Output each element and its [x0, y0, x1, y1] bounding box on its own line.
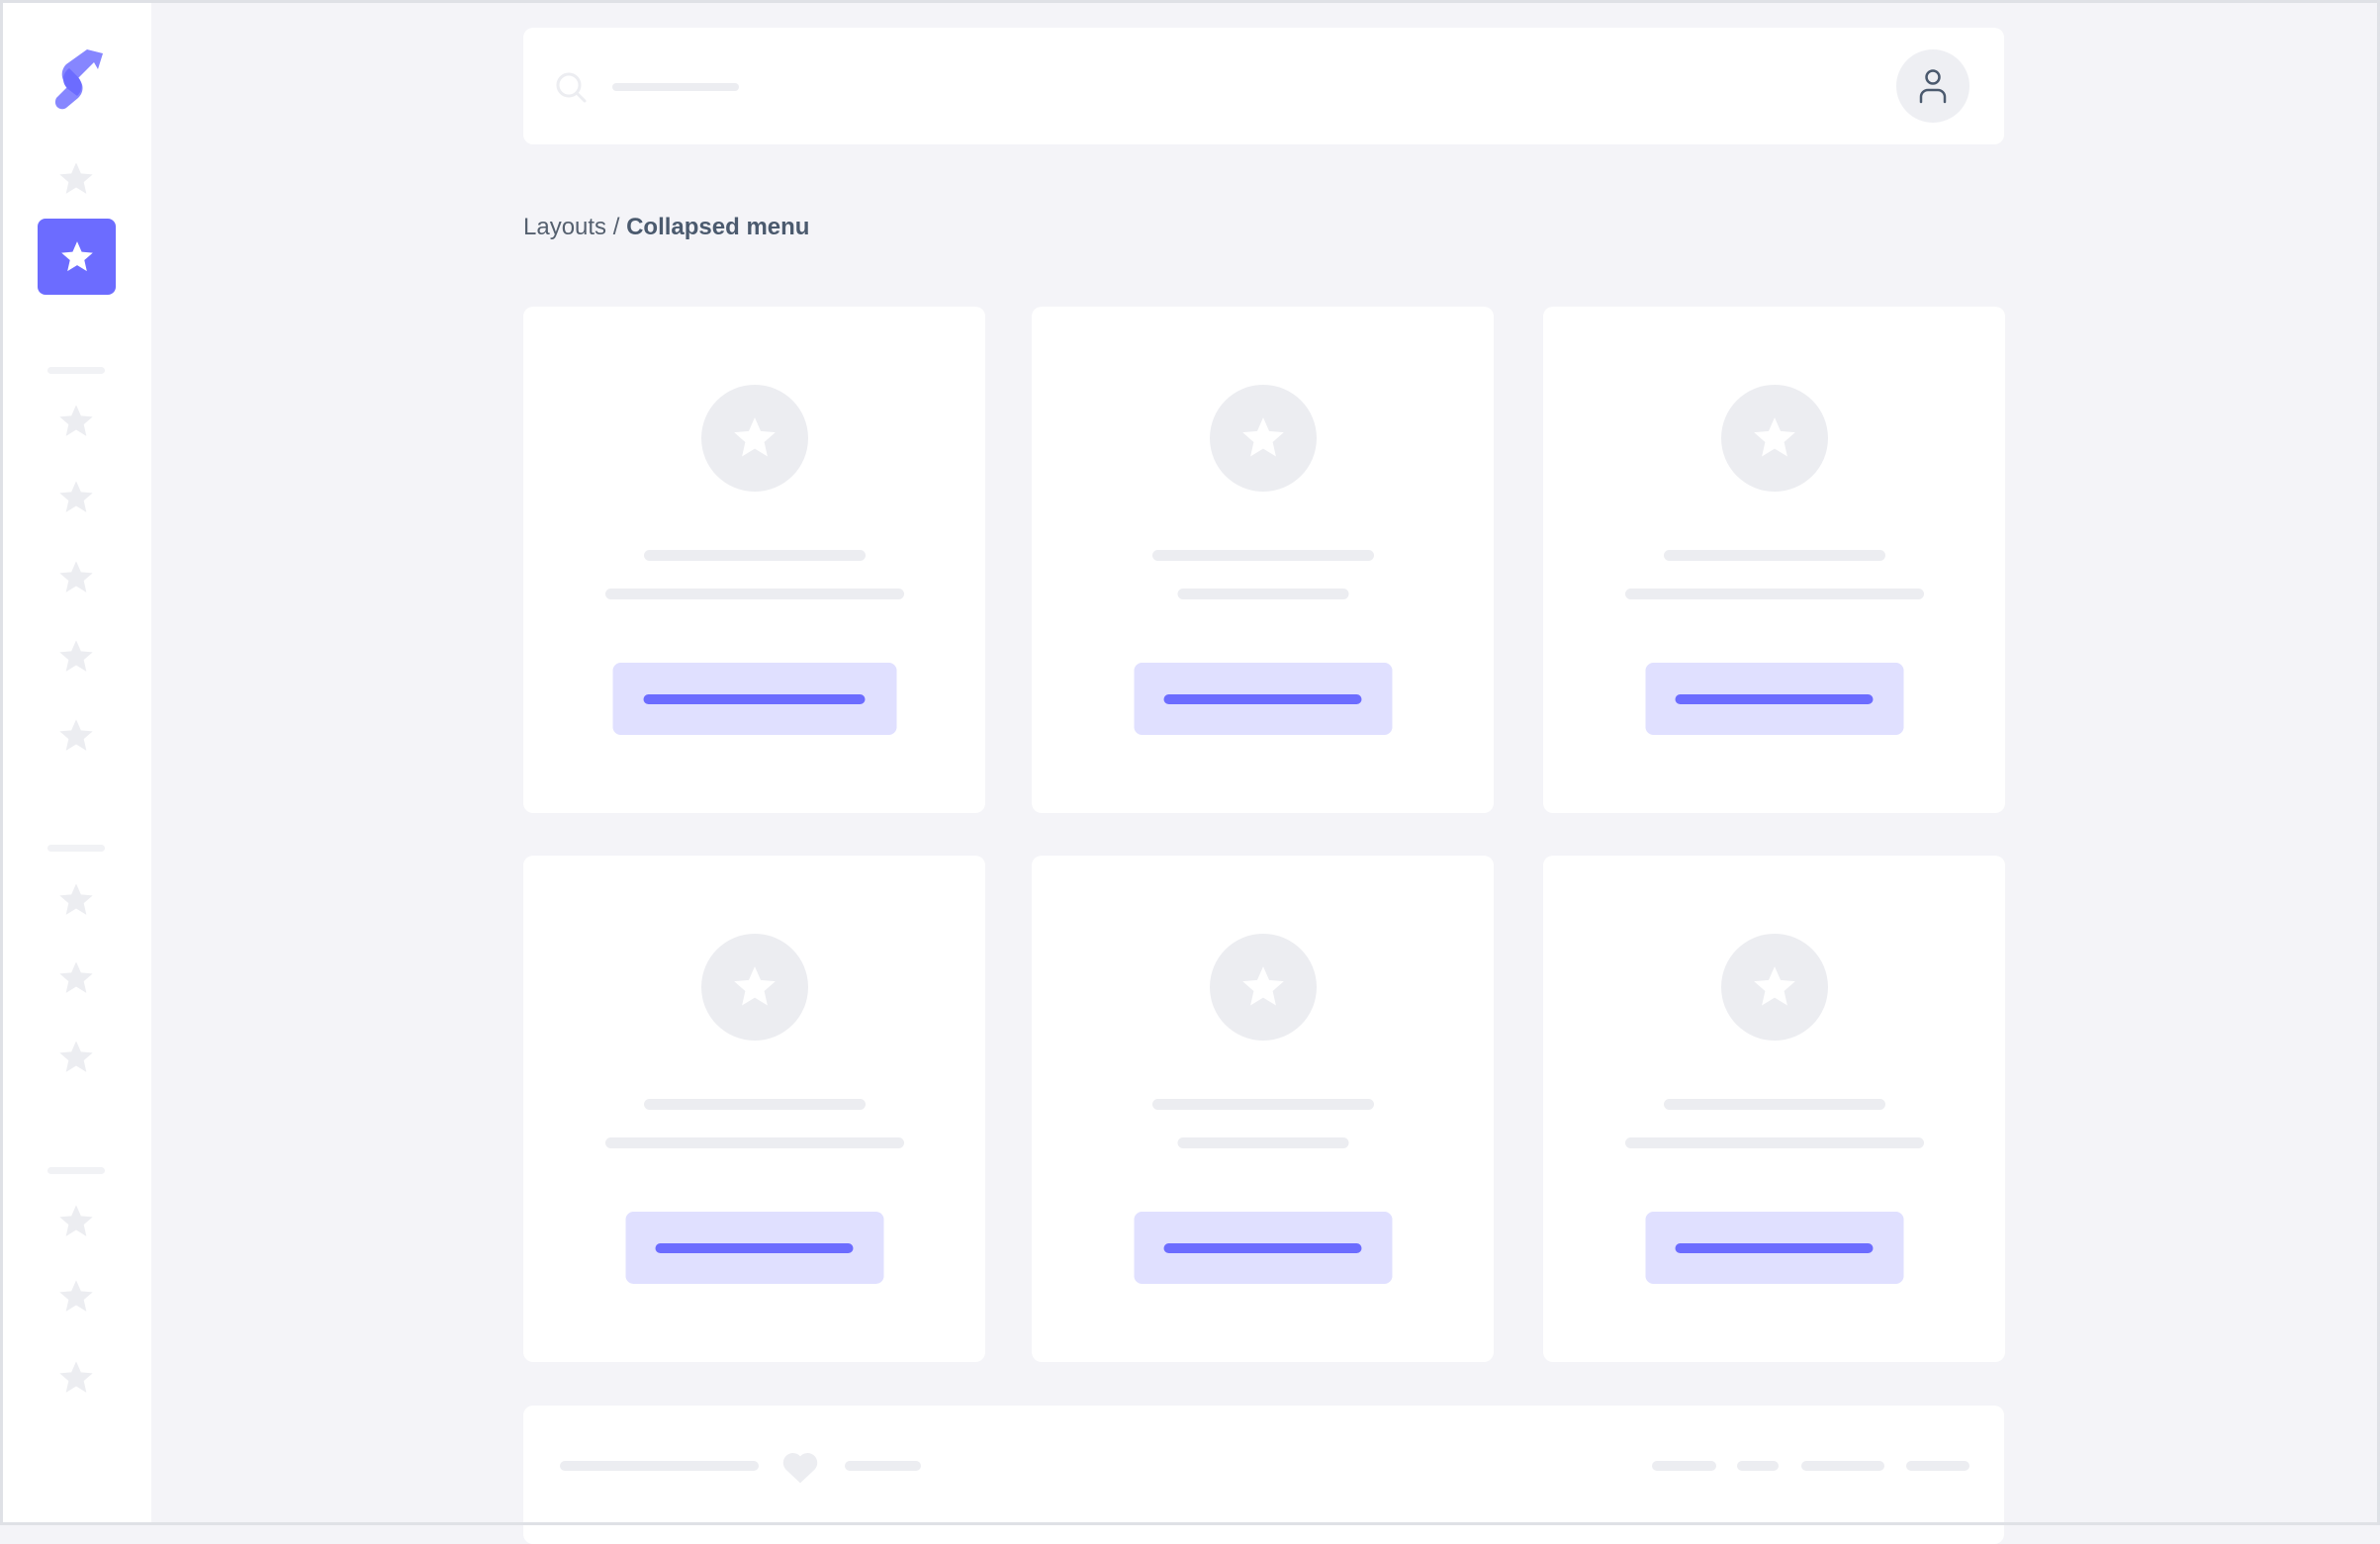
sidebar-item-9[interactable]	[56, 958, 96, 998]
sidebar-item-active[interactable]	[38, 219, 116, 295]
sidebar-item-3[interactable]	[56, 402, 96, 441]
sidebar-divider	[47, 1167, 105, 1174]
star-icon	[58, 719, 93, 751]
breadcrumb-separator: /	[612, 214, 620, 240]
footer-link[interactable]	[1652, 1461, 1716, 1471]
card-icon-circle	[700, 934, 808, 1041]
card	[1543, 307, 2005, 813]
footer-link[interactable]	[1737, 1461, 1779, 1471]
star-icon	[1753, 966, 1795, 1006]
card-title-placeholder	[1663, 550, 1885, 561]
card-button[interactable]	[625, 1212, 883, 1284]
breadcrumb-current: Collapsed menu	[626, 214, 810, 240]
star-icon	[58, 1205, 93, 1236]
brand-logo[interactable]	[49, 45, 109, 119]
star-icon	[58, 883, 93, 915]
footer-link[interactable]	[1906, 1461, 1969, 1471]
footer	[523, 1406, 2004, 1544]
star-icon	[58, 961, 93, 993]
card-text-placeholder	[1624, 589, 1924, 599]
footer-link[interactable]	[1801, 1461, 1884, 1471]
card-button-label-placeholder	[1675, 1242, 1874, 1253]
star-icon	[60, 240, 93, 271]
card	[1543, 856, 2005, 1362]
card-icon-circle	[700, 385, 808, 492]
card-button[interactable]	[1645, 1212, 1903, 1284]
sidebar-item-8[interactable]	[56, 880, 96, 920]
card-text-placeholder	[1177, 1137, 1348, 1148]
card-button-label-placeholder	[1675, 693, 1874, 704]
star-icon	[58, 162, 93, 194]
sidebar-divider	[47, 845, 105, 852]
card-text-placeholder	[1177, 589, 1348, 599]
sidebar-item-4[interactable]	[56, 478, 96, 517]
star-icon	[58, 640, 93, 672]
card-text-placeholder	[604, 589, 904, 599]
top-bar	[523, 28, 2004, 144]
sidebar-item-12[interactable]	[56, 1277, 96, 1317]
breadcrumb: Layouts / Collapsed menu	[523, 214, 809, 241]
card-title-placeholder	[643, 550, 866, 561]
card-icon-circle	[1720, 934, 1828, 1041]
card-button[interactable]	[1134, 663, 1392, 735]
card-button[interactable]	[1645, 663, 1903, 735]
sidebar	[0, 0, 151, 1525]
card-title-placeholder	[1151, 1099, 1374, 1110]
sidebar-divider	[47, 367, 105, 374]
card-button-label-placeholder	[1163, 693, 1362, 704]
sidebar-item-1[interactable]	[56, 159, 96, 199]
card-text-placeholder	[604, 1137, 904, 1148]
heart-icon	[782, 1453, 818, 1484]
card-button-label-placeholder	[1163, 1242, 1362, 1253]
user-icon	[1919, 69, 1947, 104]
search-icon[interactable]	[555, 71, 589, 105]
card-icon-circle	[1209, 385, 1317, 492]
star-icon	[58, 1041, 93, 1072]
star-icon	[733, 966, 776, 1006]
star-icon	[1753, 417, 1795, 457]
star-icon	[58, 1280, 93, 1312]
card	[523, 307, 985, 813]
card-text-placeholder	[1624, 1137, 1924, 1148]
star-icon	[58, 1361, 93, 1393]
sidebar-item-6[interactable]	[56, 637, 96, 677]
footer-text-placeholder	[560, 1461, 759, 1471]
star-icon	[58, 481, 93, 512]
card	[1032, 307, 1494, 813]
card-button[interactable]	[1134, 1212, 1392, 1284]
card-icon-circle	[1209, 934, 1317, 1041]
card-title-placeholder	[1151, 550, 1374, 561]
user-avatar-button[interactable]	[1896, 49, 1969, 123]
star-icon	[1241, 966, 1284, 1006]
sidebar-item-10[interactable]	[56, 1038, 96, 1077]
search-input[interactable]	[612, 83, 739, 91]
card-button-label-placeholder	[643, 693, 866, 704]
footer-text-placeholder	[845, 1461, 921, 1471]
card	[1032, 856, 1494, 1362]
card-button[interactable]	[612, 663, 896, 735]
sidebar-item-5[interactable]	[56, 558, 96, 597]
sidebar-item-13[interactable]	[56, 1358, 96, 1398]
breadcrumb-parent[interactable]: Layouts	[523, 214, 607, 240]
card	[523, 856, 985, 1362]
card-icon-circle	[1720, 385, 1828, 492]
card-title-placeholder	[1663, 1099, 1885, 1110]
star-icon	[58, 561, 93, 592]
star-icon	[1241, 417, 1284, 457]
star-icon	[733, 417, 776, 457]
sidebar-item-11[interactable]	[56, 1202, 96, 1241]
sidebar-item-7[interactable]	[56, 716, 96, 756]
card-button-label-placeholder	[655, 1242, 854, 1253]
card-title-placeholder	[643, 1099, 866, 1110]
star-icon	[58, 405, 93, 436]
